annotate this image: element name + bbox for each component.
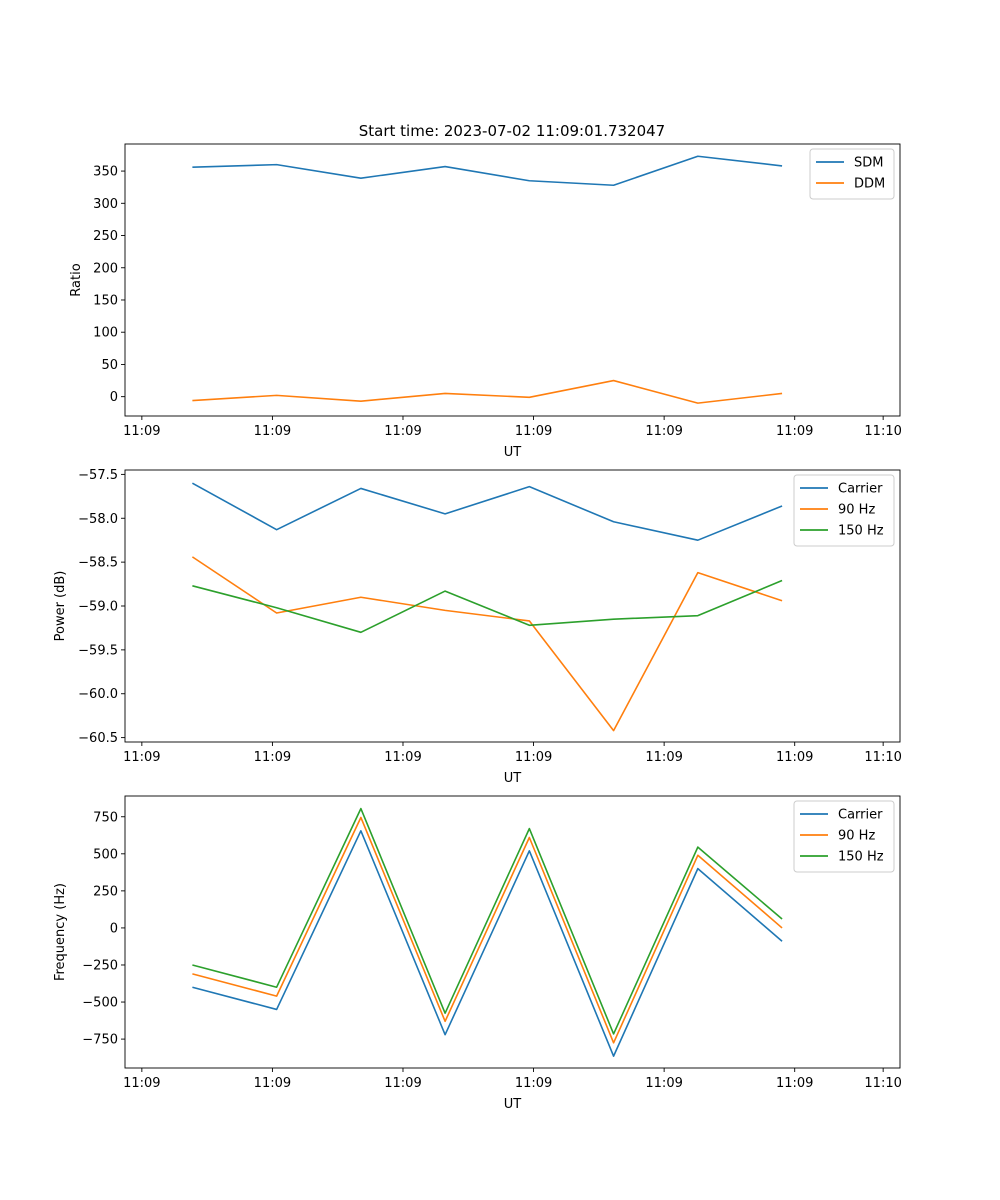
x-tick-label: 11:09	[515, 1076, 552, 1091]
x-tick-label: 11:09	[776, 424, 813, 439]
y-tick-label: −500	[82, 996, 118, 1011]
y-tick-label: 100	[93, 326, 118, 341]
x-tick-label: 11:09	[254, 1076, 291, 1091]
series-line-150-hz	[192, 807, 783, 1035]
axes-frame	[124, 143, 901, 417]
series-line-sdm	[192, 155, 783, 187]
x-tick-label: 11:09	[515, 750, 552, 765]
y-tick-label: 150	[93, 293, 118, 308]
series-line-90-hz	[192, 816, 783, 1044]
x-tick-label: 11:09	[645, 1076, 682, 1091]
y-tick-label: 200	[93, 261, 118, 276]
x-tick-label: 11:09	[515, 424, 552, 439]
axes-frame	[124, 795, 901, 1069]
y-tick-label: −60.5	[78, 731, 118, 746]
legend: Carrier 90 Hz 150 Hz	[793, 474, 895, 547]
x-axis-label: UT	[504, 445, 522, 460]
legend-label: SDM	[854, 156, 883, 171]
y-tick-label: −60.0	[78, 687, 118, 702]
legend-label: 90 Hz	[838, 503, 875, 518]
series-line-carrier	[192, 482, 783, 541]
y-axis-label: Frequency (Hz)	[53, 883, 68, 981]
legend-label: Carrier	[838, 482, 883, 497]
chart-panel-2: 11:09 11:09 11:09 11:09 11:09 11:09 11:10 −60.5…	[53, 468, 902, 786]
x-tick-label: 11:10	[864, 1076, 901, 1091]
series-line-ddm	[192, 379, 783, 404]
legend-box	[793, 474, 895, 547]
legend-label: 150 Hz	[838, 850, 884, 865]
y-tick-label: −58.0	[78, 512, 118, 527]
y-tick-label: −57.5	[78, 468, 118, 483]
legend-label: DDM	[854, 177, 885, 192]
x-tick-label: 11:09	[254, 424, 291, 439]
x-tick-label: 11:09	[645, 424, 682, 439]
x-tick-label: 11:09	[123, 750, 160, 765]
legend: Carrier 90 Hz 150 Hz	[793, 800, 895, 873]
y-axis-label: Ratio	[69, 263, 84, 296]
series-line-150-hz	[192, 579, 783, 634]
legend-label: Carrier	[838, 808, 883, 823]
y-axis-label: Power (dB)	[53, 571, 68, 642]
y-tick-label: −59.5	[78, 643, 118, 658]
y-tick-label: 350	[93, 165, 118, 180]
x-tick-label: 11:09	[384, 424, 421, 439]
y-tick-label: 250	[93, 229, 118, 244]
y-tick-label: −59.0	[78, 600, 118, 615]
series-line-carrier	[192, 830, 783, 1057]
x-tick-label: 11:09	[776, 1076, 813, 1091]
y-tick-label: 750	[93, 810, 118, 825]
x-tick-label: 11:09	[776, 750, 813, 765]
x-tick-label: 11:09	[645, 750, 682, 765]
y-tick-label: 0	[110, 921, 118, 936]
y-tick-label: 500	[93, 847, 118, 862]
x-tick-label: 11:10	[864, 424, 901, 439]
y-tick-label: 0	[110, 390, 118, 405]
chart-panel-3: 11:09 11:09 11:09 11:09 11:09 11:09 11:10 −750 −…	[53, 795, 902, 1112]
figure-title: Start time: 2023-07-02 11:09:01.732047	[359, 122, 665, 140]
chart-panel-1: 11:09 11:09 11:09 11:09 11:09 11:09 11:10 0 50 10…	[69, 143, 902, 460]
series-line-90-hz	[191, 556, 783, 732]
x-tick-label: 11:09	[384, 750, 421, 765]
legend-label: 150 Hz	[838, 524, 884, 539]
x-tick-label: 11:09	[123, 1076, 160, 1091]
y-tick-label: 300	[93, 197, 118, 212]
x-tick-label: 11:09	[384, 1076, 421, 1091]
legend-label: 90 Hz	[838, 829, 875, 844]
y-tick-label: −750	[82, 1033, 118, 1048]
y-tick-label: −58.5	[78, 556, 118, 571]
y-tick-label: −250	[82, 958, 118, 973]
x-axis-label: UT	[504, 771, 522, 786]
x-tick-label: 11:09	[254, 750, 291, 765]
legend: SDM DDM	[809, 148, 895, 200]
y-tick-label: 50	[101, 358, 118, 373]
x-tick-label: 11:10	[864, 750, 901, 765]
x-tick-label: 11:09	[123, 424, 160, 439]
legend-box	[793, 800, 895, 873]
x-axis-label: UT	[504, 1097, 522, 1112]
y-tick-label: 250	[93, 884, 118, 899]
